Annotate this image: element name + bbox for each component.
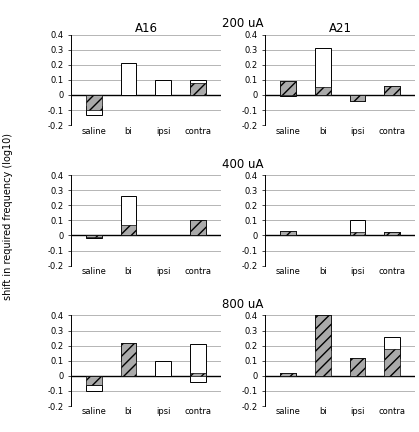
Bar <box>384 232 400 235</box>
Bar <box>384 232 400 235</box>
Bar <box>280 81 296 96</box>
Bar <box>121 196 136 235</box>
Bar <box>121 343 136 376</box>
Bar <box>86 376 102 385</box>
Bar <box>190 83 206 95</box>
Title: A21: A21 <box>328 22 352 35</box>
Bar <box>350 220 365 235</box>
Bar <box>121 225 136 235</box>
Text: shift in required frequency (log10): shift in required frequency (log10) <box>3 133 13 299</box>
Title: A16: A16 <box>134 22 158 35</box>
Bar <box>155 361 171 376</box>
Bar <box>350 358 365 376</box>
Bar <box>315 315 331 376</box>
Bar <box>315 315 331 350</box>
Text: 200 uA: 200 uA <box>222 17 264 30</box>
Bar <box>280 81 296 95</box>
Bar <box>86 385 102 391</box>
Bar <box>190 80 206 92</box>
Bar <box>190 344 206 382</box>
Bar <box>86 235 102 237</box>
Bar <box>280 231 296 235</box>
Bar <box>121 63 136 95</box>
Bar <box>384 86 400 95</box>
Text: 800 uA: 800 uA <box>222 298 264 311</box>
Bar <box>384 349 400 376</box>
Bar <box>190 220 206 235</box>
Bar <box>384 86 400 95</box>
Bar <box>190 220 206 235</box>
Bar <box>121 343 136 361</box>
Bar <box>315 87 331 95</box>
Bar <box>86 95 102 110</box>
Bar <box>350 95 365 101</box>
Bar <box>350 95 365 101</box>
Bar <box>384 337 400 358</box>
Bar <box>280 231 296 235</box>
Bar <box>280 373 296 376</box>
Bar <box>155 80 171 95</box>
Bar <box>315 48 331 95</box>
Bar <box>86 235 102 238</box>
Bar <box>280 373 296 376</box>
Bar <box>86 105 102 114</box>
Text: 400 uA: 400 uA <box>222 158 264 171</box>
Bar <box>350 232 365 235</box>
Bar <box>190 373 206 376</box>
Bar <box>350 358 365 367</box>
